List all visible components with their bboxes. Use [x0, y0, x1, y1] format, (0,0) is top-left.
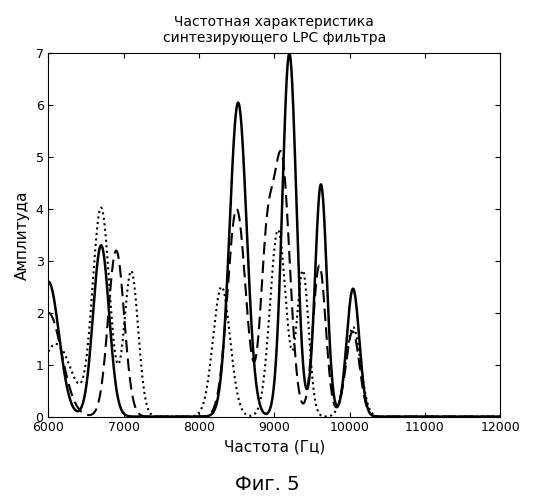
Text: Фиг. 5: Фиг. 5: [235, 475, 300, 494]
Title: Частотная характеристика
синтезирующего LPC фильтра: Частотная характеристика синтезирующего …: [163, 15, 386, 45]
Y-axis label: Амплитуда: Амплитуда: [15, 190, 30, 280]
X-axis label: Частота (Гц): Частота (Гц): [224, 440, 325, 455]
